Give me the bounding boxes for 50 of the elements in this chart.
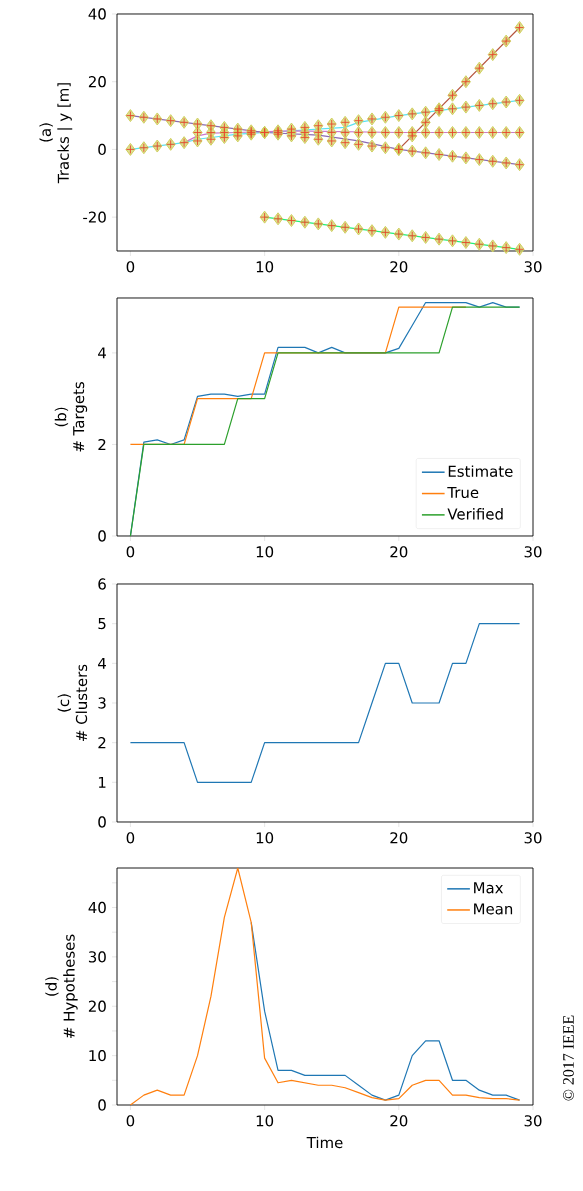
y-tick-label: 0 [98, 530, 106, 542]
x-tick-label: 30 [524, 261, 542, 273]
x-tick-label: 20 [390, 832, 408, 844]
legend-label: True [447, 486, 479, 499]
x-tick-label: 10 [256, 261, 274, 273]
x-axis-title: Time [306, 1136, 343, 1149]
x-tick-label: 0 [126, 546, 135, 558]
y-axis-title: Tracks | y [m] [57, 83, 73, 184]
y-tick-label: 4 [98, 347, 106, 359]
y-tick-label: 5 [98, 618, 106, 630]
x-tick-label: 0 [126, 832, 135, 844]
y-tick-label: 0 [98, 1099, 106, 1111]
x-tick-label: 0 [126, 261, 135, 273]
y-tick-label: 2 [98, 737, 106, 749]
x-tick-label: 20 [390, 1115, 408, 1127]
y-tick-label: -20 [83, 211, 106, 223]
x-tick-label: 10 [256, 832, 274, 844]
y-tick-label: 30 [88, 951, 106, 963]
y-tick-label: 0 [98, 143, 106, 156]
legend-label: Mean [474, 903, 513, 915]
y-tick-label: 40 [88, 8, 106, 20]
y-axis-title: # Clusters [75, 664, 88, 741]
y-tick-label: 40 [88, 901, 106, 914]
y-tick-label: 2 [98, 438, 106, 450]
y-tick-label: 20 [88, 76, 106, 88]
x-tick-label: 20 [390, 261, 408, 273]
x-tick-label: 20 [390, 546, 408, 558]
x-tick-label: 0 [126, 1115, 135, 1127]
text: © 2017 IEEE [563, 1015, 574, 1101]
x-tick-label: 10 [256, 546, 274, 558]
text: (b) [54, 407, 69, 427]
y-tick-label: 6 [98, 578, 106, 590]
x-tick-label: 30 [524, 546, 542, 558]
x-tick-label: 30 [524, 1115, 542, 1127]
legend-label: Verified [447, 508, 503, 520]
legend-label: Estimate [448, 465, 513, 477]
text: (a) [39, 123, 53, 142]
y-axis-title: # Hypotheses [63, 934, 78, 1038]
x-tick-label: 10 [256, 1115, 274, 1127]
y-tick-label: 0 [98, 816, 106, 828]
y-axis-title: # Targets [73, 382, 88, 452]
y-tick-label: 3 [98, 697, 106, 709]
y-tick-label: 1 [98, 776, 106, 788]
x-tick-label: 30 [524, 832, 542, 844]
legend-label: Max [474, 882, 504, 894]
y-tick-label: 4 [98, 657, 106, 669]
y-tick-label: 20 [88, 1000, 106, 1012]
text: (c) [57, 694, 71, 712]
text: (d) [45, 977, 59, 996]
y-tick-label: 10 [89, 1049, 106, 1062]
